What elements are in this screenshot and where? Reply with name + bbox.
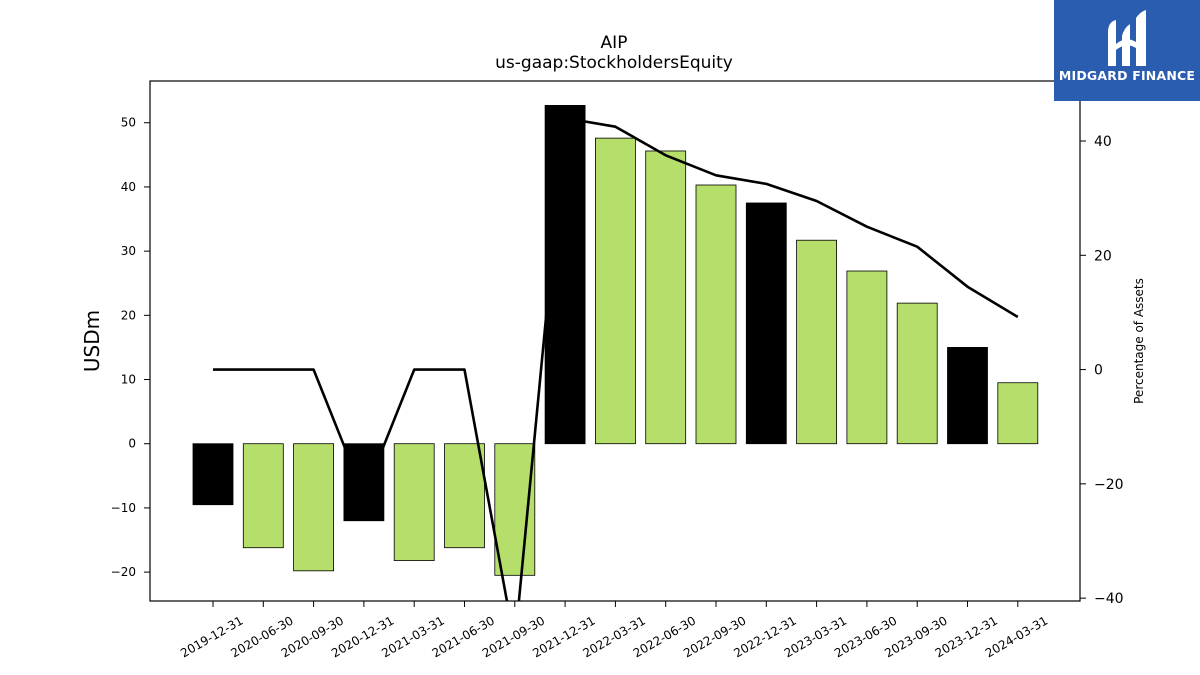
line-group	[213, 116, 1019, 601]
bar-2020-12-31	[343, 443, 385, 522]
bar-2023-12-31	[947, 347, 988, 445]
y-tick-label: 20	[121, 308, 136, 322]
y-tick-label: 0	[128, 437, 136, 451]
bar-2020-09-30	[293, 443, 335, 572]
y2-tick-label: 20	[1094, 248, 1112, 264]
y-axis-label: USDm	[80, 310, 104, 372]
x-axis-ticks: 2019-12-312020-06-302020-09-302020-12-31…	[178, 601, 1050, 660]
bar-2022-12-31	[745, 202, 787, 445]
bar-2022-09-30	[695, 184, 737, 445]
bar-2023-09-30	[896, 302, 938, 445]
y2-tick-label: −20	[1094, 477, 1124, 493]
bar-2022-03-31	[595, 137, 636, 445]
bar-2021-03-31	[393, 443, 435, 561]
bars-group	[192, 104, 1039, 576]
bar-2019-12-31	[192, 443, 234, 506]
y-tick-label: 50	[121, 116, 136, 130]
y2-tick-label: −40	[1094, 591, 1124, 607]
y-tick-label: 30	[121, 244, 136, 258]
percentage-line	[213, 116, 1019, 601]
y-axis-ticks: −20 −10 0 10 20 30 40 50	[111, 116, 150, 579]
y2-axis-label: Percentage of Assets	[1132, 278, 1146, 404]
bar-2024-03-31	[997, 382, 1039, 445]
bar-2023-03-31	[796, 239, 837, 445]
bar-2021-12-31	[544, 104, 586, 445]
brand-logo: MIDGARD FINANCE	[1054, 0, 1200, 101]
y-tick-label: −20	[111, 565, 136, 579]
y-tick-label: −10	[111, 501, 136, 515]
y-tick-label: 40	[121, 180, 136, 194]
y2-tick-label: 40	[1094, 134, 1112, 150]
bar-2021-06-30	[444, 443, 485, 549]
midgard-logo-icon	[1108, 10, 1146, 66]
chart-title: AIP	[601, 33, 628, 53]
y2-axis-ticks: −40 −20 0 20 40	[1080, 134, 1124, 607]
brand-name: MIDGARD FINANCE	[1058, 68, 1196, 83]
chart-subtitle: us-gaap:StockholdersEquity	[495, 53, 733, 73]
bar-2023-06-30	[846, 270, 888, 445]
bar-2022-06-30	[645, 150, 687, 445]
y-tick-label: 10	[121, 373, 136, 387]
bar-2020-06-30	[242, 443, 284, 549]
y2-tick-label: 0	[1094, 363, 1103, 379]
